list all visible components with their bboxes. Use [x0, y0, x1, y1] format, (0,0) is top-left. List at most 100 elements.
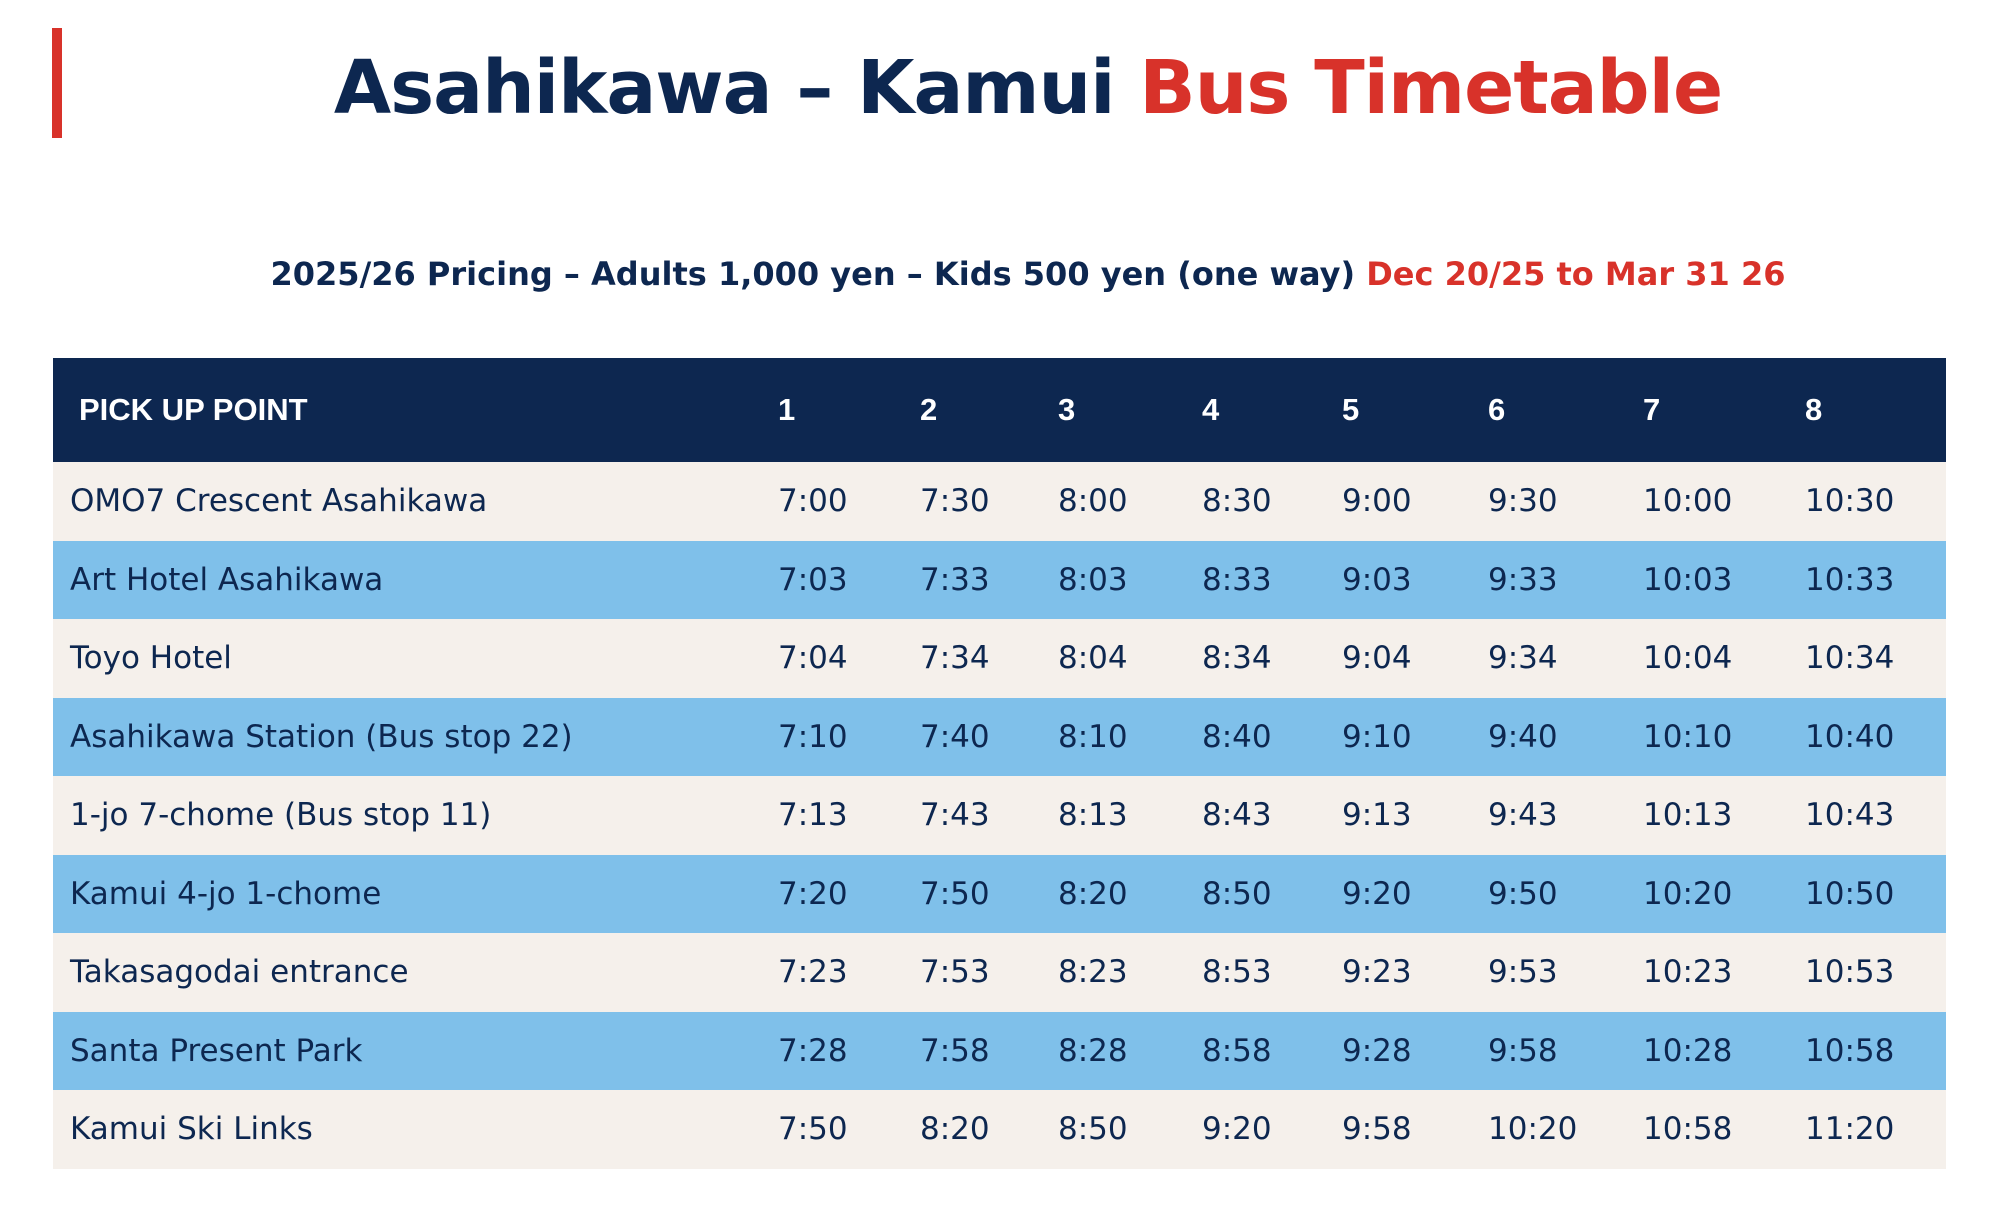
departure-time: 7:13 — [778, 797, 848, 834]
departure-time: 8:23 — [1058, 954, 1128, 991]
departure-time: 8:43 — [1202, 797, 1272, 834]
departure-time: 8:40 — [1202, 718, 1272, 755]
departure-time: 7:03 — [778, 561, 848, 598]
header-run-7: 7 — [1643, 392, 1661, 427]
departure-time: 9:13 — [1342, 797, 1412, 834]
page-title: Asahikawa – Kamui Bus Timetable — [0, 38, 1996, 138]
departure-time: 8:13 — [1058, 797, 1128, 834]
departure-time: 10:23 — [1643, 954, 1733, 991]
departure-time: 10:50 — [1805, 875, 1895, 912]
title-accent-bar — [52, 28, 62, 138]
stop-name: Santa Present Park — [70, 1032, 363, 1069]
departure-time: 10:20 — [1488, 1111, 1578, 1148]
departure-time: 10:10 — [1643, 718, 1733, 755]
departure-time: 10:20 — [1643, 875, 1733, 912]
header-run-5: 5 — [1342, 392, 1360, 427]
table-row: Kamui 4-jo 1-chome 7:20 7:50 8:20 8:50 9:20 9:… — [53, 854, 1946, 933]
stop-name: Takasagodai entrance — [70, 954, 409, 991]
departure-time: 10:28 — [1643, 1032, 1733, 1069]
table-row: 1-jo 7-chome (Bus stop 11) 7:13 7:43 8:13 8:… — [53, 776, 1946, 855]
departure-time: 7:33 — [920, 561, 990, 598]
departure-time: 9:58 — [1342, 1111, 1412, 1148]
departure-time: 8:33 — [1202, 561, 1272, 598]
departure-time: 10:43 — [1805, 797, 1895, 834]
pricing-text: 2025/26 Pricing – Adults 1,000 yen – Kid… — [270, 255, 1367, 293]
departure-time: 10:00 — [1643, 483, 1733, 520]
departure-time: 10:03 — [1643, 561, 1733, 598]
departure-time: 9:40 — [1488, 718, 1558, 755]
departure-time: 7:20 — [778, 875, 848, 912]
departure-time: 7:28 — [778, 1032, 848, 1069]
departure-time: 9:30 — [1488, 483, 1558, 520]
stop-name: 1-jo 7-chome (Bus stop 11) — [70, 797, 492, 834]
departure-time: 7:58 — [920, 1032, 990, 1069]
departure-time: 9:53 — [1488, 954, 1558, 991]
departure-time: 9:33 — [1488, 561, 1558, 598]
table-row: Kamui Ski Links 7:50 8:20 8:50 9:20 9:58 10:20… — [53, 1090, 1946, 1169]
departure-time: 8:30 — [1202, 483, 1272, 520]
stop-name: Art Hotel Asahikawa — [70, 561, 384, 598]
departure-time: 9:03 — [1342, 561, 1412, 598]
table-row: Takasagodai entrance 7:23 7:53 8:23 8:53 9:23… — [53, 933, 1946, 1012]
header-run-6: 6 — [1488, 392, 1506, 427]
departure-time: 9:58 — [1488, 1032, 1558, 1069]
stop-name: Kamui Ski Links — [70, 1111, 313, 1148]
departure-time: 8:50 — [1058, 1111, 1128, 1148]
departure-time: 10:30 — [1805, 483, 1895, 520]
timetable: PICK UP POINT 1 2 3 4 5 6 7 8 OMO7 Crescent Asah… — [53, 358, 1946, 1169]
departure-time: 7:40 — [920, 718, 990, 755]
departure-time: 11:20 — [1805, 1111, 1895, 1148]
table-row: OMO7 Crescent Asahikawa 7:00 7:30 8:00 8:30 9… — [53, 462, 1946, 541]
date-range: Dec 20/25 to Mar 31 26 — [1366, 255, 1786, 293]
table-row: Toyo Hotel 7:04 7:34 8:04 8:34 9:04 9:34 10:04 1… — [53, 619, 1946, 698]
departure-time: 7:50 — [778, 1111, 848, 1148]
departure-time: 9:20 — [1202, 1111, 1272, 1148]
departure-time: 9:20 — [1342, 875, 1412, 912]
header-run-1: 1 — [778, 392, 796, 427]
departure-time: 7:00 — [778, 483, 848, 520]
departure-time: 8:58 — [1202, 1032, 1272, 1069]
header-run-4: 4 — [1202, 392, 1220, 427]
departure-time: 7:10 — [778, 718, 848, 755]
departure-time: 9:04 — [1342, 640, 1412, 677]
departure-time: 7:04 — [778, 640, 848, 677]
departure-time: 7:34 — [920, 640, 990, 677]
departure-time: 10:53 — [1805, 954, 1895, 991]
departure-time: 9:23 — [1342, 954, 1412, 991]
header-run-3: 3 — [1058, 392, 1076, 427]
pricing-subtitle: 2025/26 Pricing – Adults 1,000 yen – Kid… — [0, 252, 1996, 296]
table-row: Santa Present Park 7:28 7:58 8:28 8:58 9:28 9:… — [53, 1011, 1946, 1090]
departure-time: 10:40 — [1805, 718, 1895, 755]
departure-time: 10:58 — [1805, 1032, 1895, 1069]
departure-time: 9:28 — [1342, 1032, 1412, 1069]
stop-name: OMO7 Crescent Asahikawa — [70, 483, 488, 520]
departure-time: 9:10 — [1342, 718, 1412, 755]
departure-time: 10:34 — [1805, 640, 1895, 677]
departure-time: 7:43 — [920, 797, 990, 834]
departure-time: 8:50 — [1202, 875, 1272, 912]
departure-time: 8:28 — [1058, 1032, 1128, 1069]
departure-time: 8:53 — [1202, 954, 1272, 991]
departure-time: 8:20 — [1058, 875, 1128, 912]
departure-time: 10:13 — [1643, 797, 1733, 834]
stop-name: Kamui 4-jo 1-chome — [70, 875, 382, 912]
departure-time: 10:04 — [1643, 640, 1733, 677]
departure-time: 8:34 — [1202, 640, 1272, 677]
departure-time: 9:00 — [1342, 483, 1412, 520]
stop-name: Toyo Hotel — [70, 640, 232, 677]
title-route: Asahikawa – Kamui — [333, 45, 1140, 131]
timetable-body: OMO7 Crescent Asahikawa 7:00 7:30 8:00 8:30 9… — [53, 462, 1946, 1169]
departure-time: 8:04 — [1058, 640, 1128, 677]
departure-time: 7:23 — [778, 954, 848, 991]
departure-time: 7:53 — [920, 954, 990, 991]
departure-time: 8:00 — [1058, 483, 1128, 520]
title-highlight: Bus Timetable — [1139, 45, 1723, 131]
departure-time: 7:30 — [920, 483, 990, 520]
stop-name: Asahikawa Station (Bus stop 22) — [70, 718, 573, 755]
header-run-2: 2 — [920, 392, 938, 427]
table-row: Asahikawa Station (Bus stop 22) 7:10 7:40 8… — [53, 697, 1946, 776]
header-run-8: 8 — [1805, 392, 1823, 427]
departure-time: 9:43 — [1488, 797, 1558, 834]
departure-time: 8:20 — [920, 1111, 990, 1148]
departure-time: 7:50 — [920, 875, 990, 912]
